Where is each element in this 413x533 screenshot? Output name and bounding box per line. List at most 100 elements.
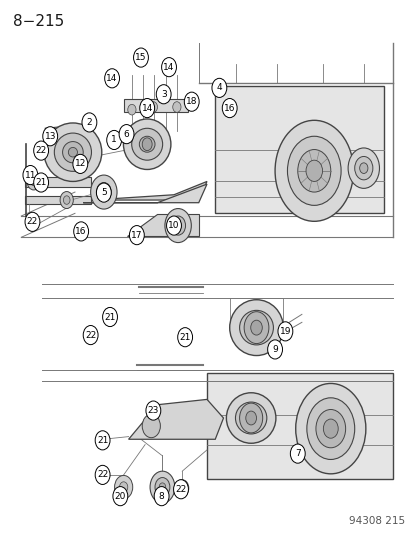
Text: 13: 13: [44, 132, 56, 141]
Text: 14: 14: [141, 103, 152, 112]
Circle shape: [119, 482, 128, 492]
Circle shape: [83, 326, 98, 345]
Circle shape: [166, 216, 181, 235]
Circle shape: [159, 483, 165, 491]
Text: 21: 21: [97, 436, 108, 445]
Circle shape: [306, 398, 354, 459]
Text: 5: 5: [101, 188, 107, 197]
Circle shape: [140, 99, 154, 118]
Circle shape: [315, 409, 345, 448]
Circle shape: [90, 175, 117, 209]
Circle shape: [347, 148, 379, 188]
Text: 7: 7: [294, 449, 300, 458]
Circle shape: [323, 419, 337, 438]
Text: 19: 19: [279, 327, 290, 336]
Ellipse shape: [54, 133, 91, 171]
Polygon shape: [91, 181, 206, 200]
Circle shape: [222, 99, 237, 118]
Circle shape: [73, 155, 88, 173]
Polygon shape: [25, 196, 91, 204]
Ellipse shape: [239, 310, 273, 345]
Ellipse shape: [44, 123, 102, 181]
Text: 21: 21: [179, 333, 190, 342]
Text: 9: 9: [272, 345, 277, 354]
Polygon shape: [126, 214, 198, 236]
Text: 22: 22: [36, 146, 47, 155]
Circle shape: [184, 92, 199, 111]
Circle shape: [43, 127, 57, 146]
Text: 22: 22: [85, 330, 96, 340]
Circle shape: [114, 475, 133, 499]
Circle shape: [82, 113, 97, 132]
Circle shape: [267, 340, 282, 359]
Text: 16: 16: [75, 227, 87, 236]
Circle shape: [25, 212, 40, 231]
Text: 22: 22: [27, 217, 38, 227]
Polygon shape: [124, 99, 188, 112]
Circle shape: [33, 141, 48, 160]
Text: 21: 21: [104, 312, 116, 321]
Circle shape: [244, 312, 268, 344]
Text: 17: 17: [131, 231, 142, 240]
Ellipse shape: [229, 300, 282, 356]
Circle shape: [150, 471, 174, 503]
Text: 16: 16: [223, 103, 235, 112]
Circle shape: [63, 196, 70, 204]
Circle shape: [154, 478, 169, 497]
Circle shape: [250, 320, 262, 335]
Polygon shape: [206, 373, 392, 479]
Text: 22: 22: [175, 484, 186, 494]
Circle shape: [164, 208, 191, 243]
Text: 6: 6: [123, 130, 129, 139]
Circle shape: [60, 191, 73, 208]
Circle shape: [95, 465, 110, 484]
Ellipse shape: [68, 148, 77, 157]
Circle shape: [305, 160, 322, 181]
Circle shape: [277, 322, 292, 341]
Circle shape: [113, 487, 128, 506]
Circle shape: [245, 411, 256, 425]
Circle shape: [133, 48, 148, 67]
Circle shape: [119, 125, 134, 144]
Circle shape: [104, 69, 119, 88]
Text: 94308 215: 94308 215: [348, 516, 404, 526]
Text: 23: 23: [147, 406, 159, 415]
Ellipse shape: [139, 136, 154, 152]
Circle shape: [149, 102, 157, 112]
Circle shape: [156, 85, 171, 104]
Circle shape: [290, 444, 304, 463]
Ellipse shape: [235, 402, 266, 434]
Circle shape: [129, 225, 144, 245]
Circle shape: [174, 221, 181, 230]
Text: 12: 12: [74, 159, 86, 168]
Ellipse shape: [131, 128, 162, 160]
Polygon shape: [83, 184, 206, 203]
Circle shape: [85, 327, 95, 340]
Circle shape: [295, 383, 365, 474]
Circle shape: [239, 403, 262, 433]
Circle shape: [142, 138, 152, 151]
Ellipse shape: [123, 119, 171, 169]
Circle shape: [359, 163, 367, 173]
Circle shape: [28, 218, 36, 229]
Polygon shape: [128, 399, 223, 439]
Text: 10: 10: [168, 221, 179, 230]
Circle shape: [179, 484, 185, 492]
Text: 2: 2: [86, 118, 92, 127]
Text: 14: 14: [163, 63, 174, 71]
Circle shape: [154, 487, 169, 506]
Circle shape: [23, 165, 38, 184]
Circle shape: [88, 330, 93, 336]
Circle shape: [172, 102, 180, 112]
Circle shape: [179, 329, 189, 342]
Circle shape: [211, 78, 226, 98]
Text: 1: 1: [111, 135, 117, 144]
Circle shape: [29, 213, 38, 224]
Circle shape: [128, 104, 136, 115]
Circle shape: [74, 222, 88, 241]
Polygon shape: [215, 86, 384, 213]
Circle shape: [274, 120, 353, 221]
Ellipse shape: [62, 142, 83, 163]
Circle shape: [177, 328, 192, 347]
Circle shape: [95, 431, 110, 450]
